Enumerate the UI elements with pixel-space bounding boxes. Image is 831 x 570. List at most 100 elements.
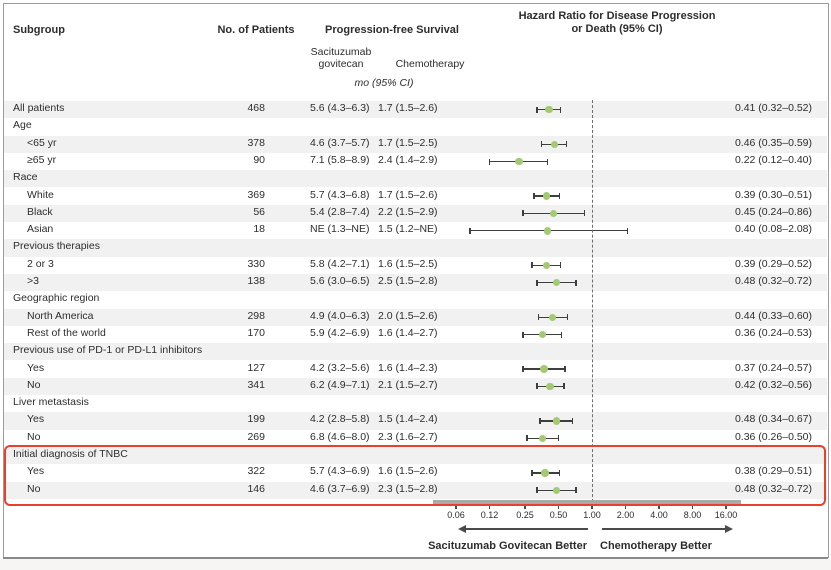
- ci-cap: [565, 141, 568, 148]
- subgroup-label: Initial diagnosis of TNBC: [13, 448, 128, 460]
- x-axis-tick-label: 4.00: [650, 510, 668, 520]
- ci-cap: [558, 469, 561, 476]
- ci-cap: [536, 279, 538, 286]
- hr-point: [542, 261, 551, 270]
- hr-value: 0.48 (0.32–0.72): [734, 275, 812, 287]
- subgroup-label: 2 or 3: [27, 257, 54, 270]
- ci-cap: [522, 210, 524, 217]
- sg-mo-value: 5.8 (4.2–7.1): [310, 257, 370, 270]
- chemo-mo-value: 1.6 (1.5–2.5): [378, 257, 438, 270]
- hr-point: [550, 140, 559, 148]
- hr-value: 0.45 (0.24–0.86): [734, 205, 812, 218]
- sg-header-line1: Sacituzumab: [310, 46, 372, 58]
- ci-cap: [536, 106, 538, 113]
- subgroup-label: Yes: [27, 361, 45, 374]
- table-row-group-header: [4, 447, 827, 465]
- right-direction-label: Chemotherapy Better: [600, 540, 712, 552]
- n-patients-value: 468: [247, 102, 265, 114]
- ci-cap: [575, 487, 577, 494]
- column-header-patients: No. of Patients: [217, 24, 295, 36]
- subgroup-label: North America: [27, 309, 94, 322]
- chemo-mo-value: 1.5 (1.2–NE): [378, 223, 438, 236]
- hr-point: [543, 227, 552, 235]
- ci-cap: [566, 314, 568, 321]
- x-axis-tick: [691, 504, 694, 509]
- ci-cap: [488, 158, 491, 165]
- chemo-mo-value: 1.7 (1.5–2.5): [378, 136, 438, 149]
- hr-point: [541, 469, 549, 477]
- sg-mo-value: 4.9 (4.0–6.3): [310, 309, 370, 322]
- subgroup-label: ≥65 yr: [27, 153, 57, 166]
- hr-value: 0.39 (0.29–0.52): [734, 257, 812, 270]
- n-patients-value: 269: [247, 430, 265, 443]
- right-arrow-line: [602, 528, 725, 530]
- x-axis-tick: [658, 504, 660, 509]
- x-axis-tick: [591, 504, 593, 509]
- n-patients-value: 127: [247, 361, 265, 374]
- hr-point: [546, 382, 554, 391]
- hr-value: 0.42 (0.32–0.56): [734, 378, 812, 391]
- sg-mo-value: 4.2 (3.2–5.6): [310, 361, 370, 374]
- n-patients-value: 56: [253, 205, 265, 218]
- left-arrow-line: [465, 528, 588, 530]
- hr-point: [538, 434, 547, 443]
- hr-point: [549, 209, 558, 218]
- subgroup-label: >3: [27, 275, 39, 287]
- subgroup-label: Yes: [27, 413, 45, 426]
- reference-line-hr-1: [592, 100, 593, 502]
- hr-value: 0.44 (0.33–0.60): [734, 309, 812, 322]
- ci-cap: [537, 314, 540, 321]
- table-row-group-header: [4, 170, 827, 188]
- table-row: [4, 204, 827, 223]
- table-row: [4, 377, 827, 396]
- hr-point: [540, 365, 548, 373]
- chemo-mo-value: 2.0 (1.5–2.6): [378, 309, 438, 322]
- ci-cap: [526, 435, 528, 442]
- bottom-rule: [3, 557, 828, 559]
- sg-mo-value: 5.7 (4.3–6.9): [310, 465, 370, 478]
- ci-cap: [563, 383, 565, 390]
- ci-cap: [536, 383, 538, 390]
- subgroup-label: No: [27, 378, 41, 391]
- ci-cap: [531, 469, 533, 476]
- sg-mo-value: 4.6 (3.7–5.7): [310, 136, 370, 149]
- ci-cap: [547, 158, 549, 165]
- n-patients-value: 341: [247, 378, 265, 391]
- hr-point: [542, 192, 551, 200]
- x-axis-tick-label: 0.06: [447, 510, 465, 520]
- table-row: [4, 135, 827, 153]
- subgroup-label: Black: [27, 205, 53, 218]
- sg-mo-value: 5.7 (4.3–6.8): [310, 188, 370, 201]
- ci-cap: [559, 106, 562, 113]
- hr-value: 0.40 (0.08–2.08): [734, 223, 812, 236]
- subgroup-label: No: [27, 482, 41, 495]
- subgroup-label: No: [27, 430, 41, 443]
- ci-cap: [559, 262, 562, 269]
- x-axis-tick: [624, 504, 627, 509]
- x-axis-bar: [433, 500, 741, 504]
- ci-cap: [558, 193, 561, 200]
- column-header-sacituzumab: Sacituzumab govitecan: [291, 46, 391, 70]
- n-patients-value: 298: [247, 309, 265, 322]
- subgroup-label: Age: [13, 119, 32, 132]
- sg-mo-value: NE (1.3–NE): [310, 223, 370, 236]
- ci-cap: [522, 366, 524, 373]
- x-axis-tick-label: 0.50: [549, 510, 568, 520]
- n-patients-value: 170: [247, 326, 265, 339]
- chemo-mo-value: 2.4 (1.4–2.9): [378, 153, 438, 166]
- table-row-group-header: [4, 239, 827, 257]
- n-patients-value: 322: [247, 465, 265, 478]
- n-patients-value: 146: [247, 482, 265, 495]
- hr-value: 0.36 (0.24–0.53): [734, 326, 812, 339]
- ci-cap: [584, 210, 586, 217]
- ci-cap: [540, 141, 542, 148]
- x-axis-tick-label: 2.00: [616, 510, 635, 520]
- hr-title-line1: Hazard Ratio for Disease Progression: [518, 10, 716, 22]
- n-patients-value: 378: [247, 136, 265, 149]
- sg-mo-value: 5.6 (4.3–6.3): [310, 102, 370, 114]
- subgroup-label: Geographic region: [13, 292, 100, 305]
- table-row-group-header: [4, 395, 827, 412]
- table-row: [4, 274, 827, 292]
- chemo-mo-value: 1.7 (1.5–2.6): [378, 188, 438, 201]
